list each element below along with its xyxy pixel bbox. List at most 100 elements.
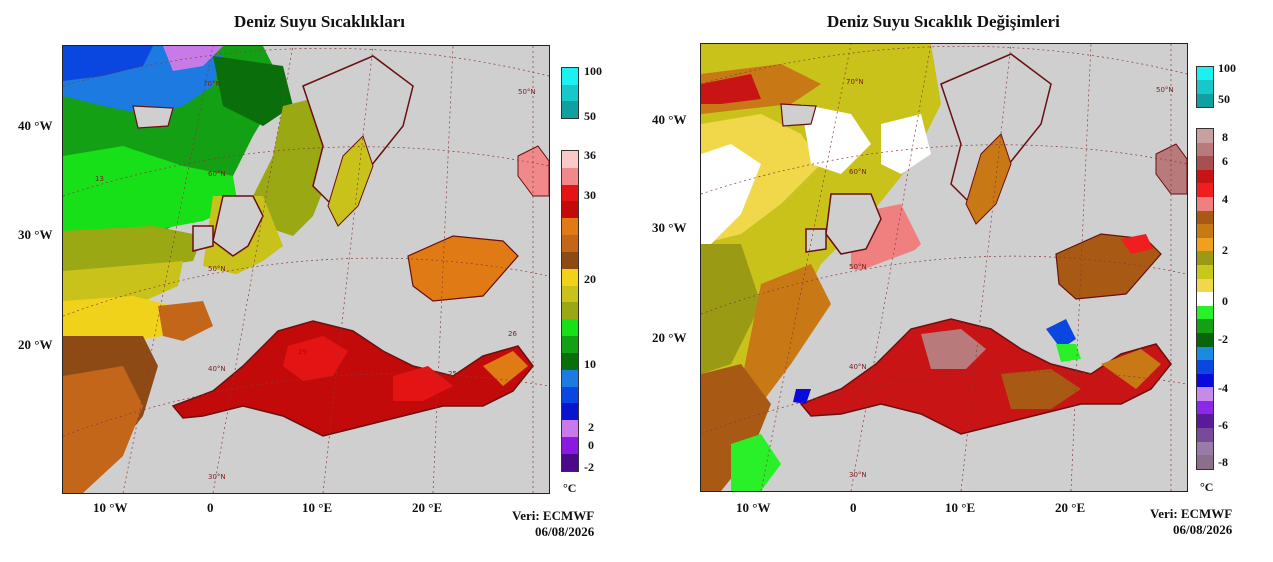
right-map-title: Deniz Suyu Sıcaklık Değişimleri	[827, 12, 1060, 31]
legend-swatch	[1197, 414, 1213, 429]
data-credit: Veri: ECMWF 06/08/2026	[1150, 506, 1232, 538]
legend-swatch	[1197, 156, 1213, 170]
legend-swatch	[562, 453, 578, 471]
right-anomaly-map: 70°N 60°N 50°N 40°N 30°N 50°N	[700, 43, 1188, 492]
legend-swatch	[1197, 305, 1213, 320]
credit-date: 06/08/2026	[1172, 522, 1233, 537]
data-credit: Veri: ECMWF 06/08/2026	[512, 508, 594, 540]
credit-source: Veri: ECMWF	[512, 508, 595, 523]
legend-swatch	[1197, 129, 1213, 143]
legend-swatch	[1197, 210, 1213, 225]
legend-swatch	[1197, 387, 1213, 401]
legend-swatch	[1197, 264, 1213, 279]
legend-swatch	[562, 437, 578, 454]
legend-swatch	[1197, 400, 1213, 415]
grid-label: 70°N	[203, 80, 221, 88]
legend-swatch	[1197, 237, 1213, 252]
legend-top-colorbar	[1196, 66, 1214, 108]
legend-label: 10	[584, 357, 596, 371]
lon-label: 10 °E	[302, 500, 333, 515]
lon-label: 20 °E	[412, 500, 443, 515]
left-map-panel: Deniz Suyu Sıcaklıkları	[0, 0, 630, 562]
legend-label: 8	[1222, 130, 1228, 144]
legend-swatch	[562, 201, 578, 219]
lon-label: 10 °W	[736, 500, 771, 515]
grid-label: 60°N	[208, 170, 226, 178]
legend-swatch	[562, 352, 578, 370]
lat-label: 30 °W	[652, 220, 687, 235]
credit-source: Veri: ECMWF	[1150, 506, 1233, 521]
legend-swatch	[1197, 80, 1213, 94]
legend-label: 30	[584, 188, 596, 202]
grid-label: 50°N	[208, 265, 226, 273]
legend-swatch	[562, 369, 578, 387]
contour-label: 29	[298, 348, 307, 356]
legend-swatch	[1197, 373, 1213, 388]
legend-swatch	[1197, 332, 1213, 347]
legend-swatch	[562, 235, 578, 252]
legend-swatch	[562, 285, 578, 303]
legend-colorbar	[1196, 128, 1214, 470]
legend-swatch	[562, 101, 578, 118]
grid-label: 50°N	[1156, 86, 1174, 94]
legend-label: -6	[1218, 418, 1228, 432]
legend-label: 50	[1218, 92, 1230, 106]
legend-swatch	[1197, 67, 1213, 81]
legend-label: -4	[1218, 381, 1228, 395]
legend-label: 6	[1222, 154, 1228, 168]
legend-label: -2	[584, 460, 594, 474]
contour-label: 13	[95, 175, 104, 183]
legend-swatch	[562, 386, 578, 404]
legend-label: 0	[1222, 294, 1228, 308]
lat-label: 40 °W	[652, 112, 687, 127]
legend-swatch	[1197, 169, 1213, 184]
legend-label: 50	[584, 109, 596, 123]
legend-label: 4	[1222, 192, 1228, 206]
legend-label: 100	[1218, 61, 1236, 75]
lat-label: 20 °W	[18, 337, 53, 352]
legend-swatch	[562, 151, 578, 168]
grid-label: 30°N	[208, 473, 226, 481]
contour-label: 25	[448, 370, 457, 378]
legend-swatch	[562, 184, 578, 202]
legend-swatch	[1197, 346, 1213, 361]
legend-swatch	[562, 84, 578, 102]
legend-swatch	[1197, 319, 1213, 333]
legend-swatch	[562, 68, 578, 85]
legend-swatch	[1197, 455, 1213, 469]
legend-swatch	[1197, 428, 1213, 442]
legend-top-colorbar	[561, 67, 579, 119]
left-sst-map: 70°N 60°N 50°N 40°N 30°N 50°N 13 29 25 2…	[62, 45, 550, 494]
legend-swatch	[562, 319, 578, 337]
legend-swatch	[562, 420, 578, 438]
legend-label: -8	[1218, 455, 1228, 469]
legend-swatch	[562, 336, 578, 353]
legend-label: 36	[584, 148, 596, 162]
legend-label: -2	[1218, 332, 1228, 346]
legend-swatch	[1197, 93, 1213, 107]
legend-label: 2	[1222, 243, 1228, 257]
legend-swatch	[1197, 196, 1213, 211]
legend-label: 100	[584, 64, 602, 78]
legend-label: 2	[588, 420, 594, 434]
legend-swatch	[1197, 224, 1213, 238]
legend-label: 20	[584, 272, 596, 286]
legend-swatch	[562, 167, 578, 185]
grid-label: 70°N	[846, 78, 864, 86]
legend-label: 0	[588, 438, 594, 452]
right-map-panel: Deniz Suyu Sıcaklık Değişimleri	[630, 0, 1273, 562]
grid-label: 40°N	[208, 365, 226, 373]
legend-swatch	[562, 403, 578, 421]
credit-date: 06/08/2026	[534, 524, 595, 539]
legend-swatch	[1197, 183, 1213, 197]
grid-label: 50°N	[518, 88, 536, 96]
lon-label: 10 °W	[93, 500, 128, 515]
grid-label: 30°N	[849, 471, 867, 479]
legend-swatch	[562, 251, 578, 269]
lon-label: 10 °E	[945, 500, 976, 515]
contour-label: 26	[508, 330, 517, 338]
lat-label: 30 °W	[18, 227, 53, 242]
legend-swatch	[562, 302, 578, 320]
lon-label: 20 °E	[1055, 500, 1086, 515]
grid-label: 40°N	[849, 363, 867, 371]
